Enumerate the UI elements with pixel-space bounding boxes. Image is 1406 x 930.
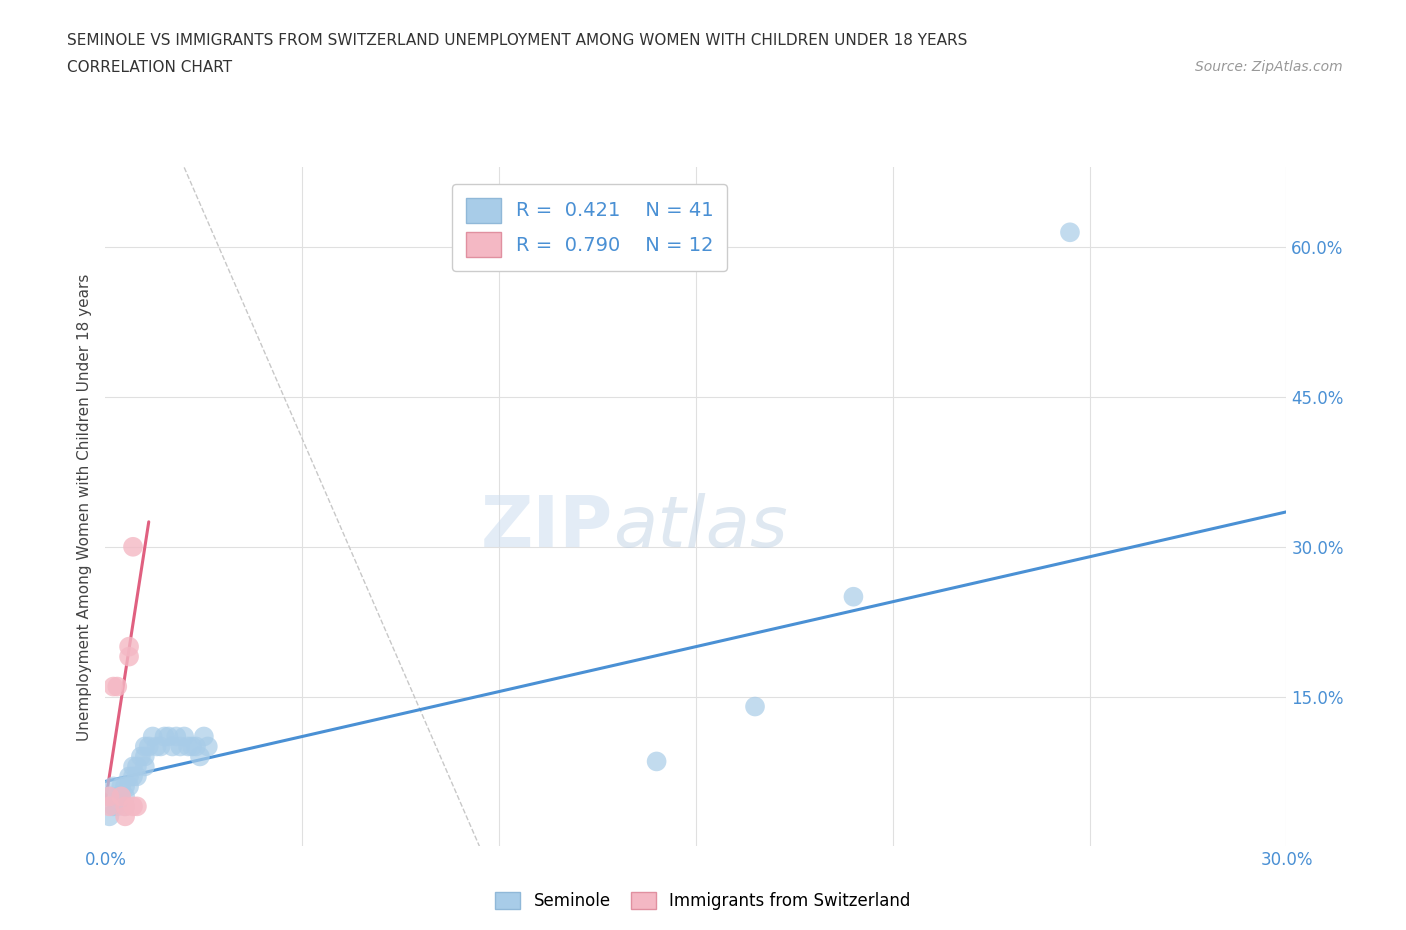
Point (134, 759, 156, 774)
Point (169, 739, 191, 754)
Point (181, 739, 204, 754)
Point (118, 649, 141, 664)
Point (114, 799, 136, 814)
Point (1059, 225, 1081, 240)
Point (177, 739, 200, 754)
Point (118, 639, 141, 654)
Point (103, 779, 125, 794)
Point (122, 759, 145, 774)
Point (145, 739, 167, 754)
Point (149, 739, 172, 754)
Point (118, 779, 141, 794)
Point (188, 749, 211, 764)
Point (125, 769, 148, 784)
Point (105, 679, 128, 694)
Point (98, 789, 121, 804)
Point (134, 739, 156, 754)
Point (129, 749, 152, 764)
Point (122, 539, 145, 554)
Point (842, 590, 865, 604)
Point (125, 759, 148, 774)
Point (157, 729, 180, 744)
Point (98, 799, 121, 814)
Point (114, 809, 136, 824)
Point (122, 799, 145, 814)
Point (162, 739, 184, 754)
Text: atlas: atlas (613, 493, 787, 562)
Text: CORRELATION CHART: CORRELATION CHART (67, 60, 232, 75)
Point (142, 729, 165, 744)
Point (197, 739, 219, 754)
Point (645, 754, 668, 769)
Point (105, 789, 128, 804)
Point (193, 729, 215, 744)
Point (98, 809, 121, 824)
Point (114, 789, 136, 804)
Point (110, 779, 132, 794)
Point (110, 789, 132, 804)
Point (103, 799, 125, 814)
Point (114, 799, 136, 814)
Legend: R =  0.421    N = 41, R =  0.790    N = 12: R = 0.421 N = 41, R = 0.790 N = 12 (451, 184, 727, 271)
Point (103, 679, 125, 694)
Point (184, 739, 207, 754)
Text: ZIP: ZIP (481, 493, 613, 562)
Point (105, 799, 128, 814)
Point (118, 769, 141, 784)
Point (165, 729, 187, 744)
Y-axis label: Unemployment Among Women with Children Under 18 years: Unemployment Among Women with Children U… (77, 273, 93, 740)
Point (122, 769, 145, 784)
Legend: Seminole, Immigrants from Switzerland: Seminole, Immigrants from Switzerland (489, 885, 917, 917)
Text: Source: ZipAtlas.com: Source: ZipAtlas.com (1195, 60, 1343, 74)
Point (98, 789, 121, 804)
Point (110, 789, 132, 804)
Point (134, 749, 156, 764)
Point (744, 699, 766, 714)
Point (173, 729, 195, 744)
Point (114, 779, 136, 794)
Text: SEMINOLE VS IMMIGRANTS FROM SWITZERLAND UNEMPLOYMENT AMONG WOMEN WITH CHILDREN U: SEMINOLE VS IMMIGRANTS FROM SWITZERLAND … (67, 33, 967, 47)
Point (138, 739, 160, 754)
Point (125, 799, 148, 814)
Point (153, 729, 176, 744)
